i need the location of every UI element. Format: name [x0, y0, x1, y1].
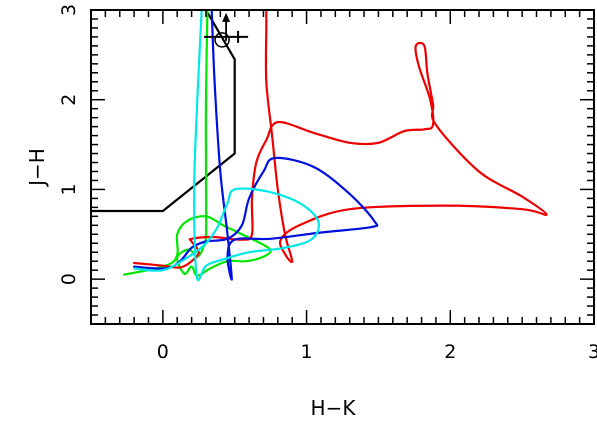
- y-tick-label: 3: [58, 4, 80, 16]
- series-layer: [91, 10, 548, 282]
- x-tick-label: 1: [301, 341, 313, 363]
- series-line-1: [123, 10, 272, 277]
- observed-point-marker: [204, 12, 249, 48]
- x-tick-label: 0: [157, 341, 169, 363]
- series-line-0: [91, 10, 236, 213]
- x-axis-label: H−K: [311, 396, 357, 420]
- marker-layer: [204, 12, 249, 48]
- tick-layer: [90, 9, 595, 325]
- y-tick-label: 1: [58, 183, 80, 195]
- series-line-4: [133, 10, 320, 282]
- series-line-3: [133, 10, 379, 281]
- x-tick-label: 2: [444, 341, 456, 363]
- tick-label-layer: 0 1 2 3 0 1 2 3: [58, 4, 597, 363]
- x-tick-label: 3: [588, 341, 597, 363]
- plot-frame: [90, 9, 595, 325]
- y-tick-label: 0: [58, 273, 80, 285]
- y-tick-label: 2: [58, 94, 80, 106]
- y-axis-label: J−H: [25, 148, 49, 188]
- series-line-2: [133, 10, 548, 269]
